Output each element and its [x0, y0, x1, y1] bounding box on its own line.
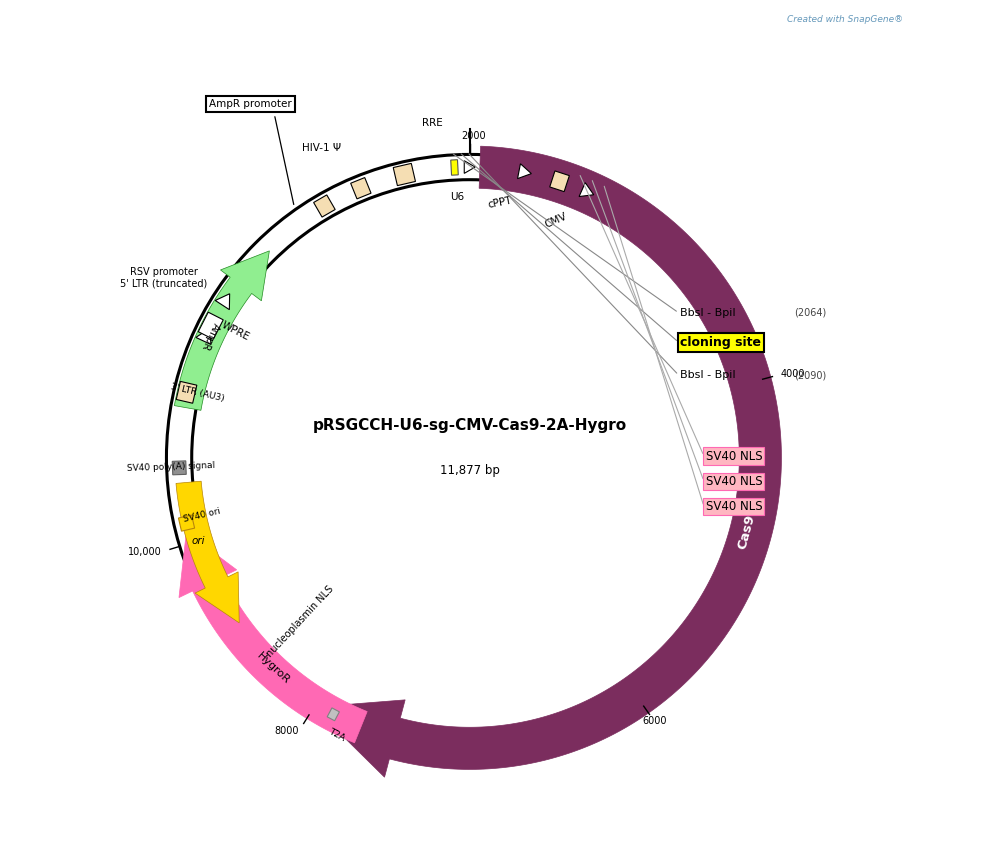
Text: pRSGCCH-U6-sg-CMV-Cas9-2A-Hygro: pRSGCCH-U6-sg-CMV-Cas9-2A-Hygro	[313, 418, 627, 433]
Polygon shape	[450, 159, 458, 176]
Text: BbsI - BpiI: BbsI - BpiI	[680, 308, 736, 318]
Text: (2064): (2064)	[794, 308, 827, 318]
Text: SV40 NLS: SV40 NLS	[706, 500, 762, 513]
Text: SV40 ori: SV40 ori	[183, 506, 222, 523]
Text: 4000: 4000	[780, 370, 805, 379]
Text: (2090): (2090)	[794, 370, 827, 380]
Polygon shape	[464, 161, 475, 173]
Text: AmpR promoter: AmpR promoter	[209, 99, 292, 109]
Text: SV40 poly(A) signal: SV40 poly(A) signal	[127, 460, 216, 472]
Polygon shape	[196, 329, 211, 344]
Text: 2000: 2000	[461, 131, 486, 141]
Text: 8000: 8000	[274, 726, 299, 735]
Polygon shape	[172, 460, 186, 475]
Text: cPPT: cPPT	[486, 196, 513, 210]
Text: HIV-1 Ψ: HIV-1 Ψ	[302, 143, 341, 153]
Text: SV40 NLS: SV40 NLS	[706, 449, 762, 462]
Polygon shape	[314, 195, 336, 217]
Text: BbsI - BpiI: BbsI - BpiI	[680, 370, 736, 380]
Text: Created with SnapGene®: Created with SnapGene®	[787, 15, 904, 25]
Polygon shape	[314, 146, 781, 777]
Text: 11,877 bp: 11,877 bp	[440, 464, 500, 477]
Polygon shape	[215, 293, 230, 310]
Polygon shape	[198, 312, 223, 339]
Polygon shape	[350, 177, 371, 199]
Text: AmpR: AmpR	[199, 321, 221, 352]
Text: WPRE: WPRE	[220, 320, 250, 343]
Polygon shape	[192, 180, 747, 736]
Text: RRE: RRE	[423, 118, 444, 128]
Text: 6000: 6000	[643, 717, 666, 727]
Polygon shape	[166, 154, 773, 761]
Text: CMV: CMV	[544, 211, 568, 230]
Text: HygroR: HygroR	[254, 650, 292, 686]
Text: ori: ori	[191, 536, 205, 546]
Polygon shape	[579, 182, 594, 197]
Text: cloning site: cloning site	[680, 336, 761, 349]
Text: RSV promoter
5' LTR (truncated): RSV promoter 5' LTR (truncated)	[121, 266, 208, 288]
Text: nucleoplasmin NLS: nucleoplasmin NLS	[264, 584, 336, 659]
Polygon shape	[174, 251, 269, 410]
Text: 10,000: 10,000	[129, 547, 162, 557]
Polygon shape	[327, 708, 340, 721]
Polygon shape	[178, 515, 195, 531]
Text: SV40 NLS: SV40 NLS	[706, 475, 762, 488]
Polygon shape	[176, 481, 240, 623]
Text: T2A: T2A	[327, 727, 346, 742]
Polygon shape	[393, 164, 416, 186]
Polygon shape	[179, 533, 367, 743]
Polygon shape	[518, 164, 532, 179]
Text: 3' LTR (AU3): 3' LTR (AU3)	[170, 382, 226, 403]
Text: U6: U6	[450, 192, 464, 202]
Polygon shape	[549, 171, 569, 192]
Text: Cas9: Cas9	[736, 513, 757, 550]
Polygon shape	[176, 382, 197, 404]
